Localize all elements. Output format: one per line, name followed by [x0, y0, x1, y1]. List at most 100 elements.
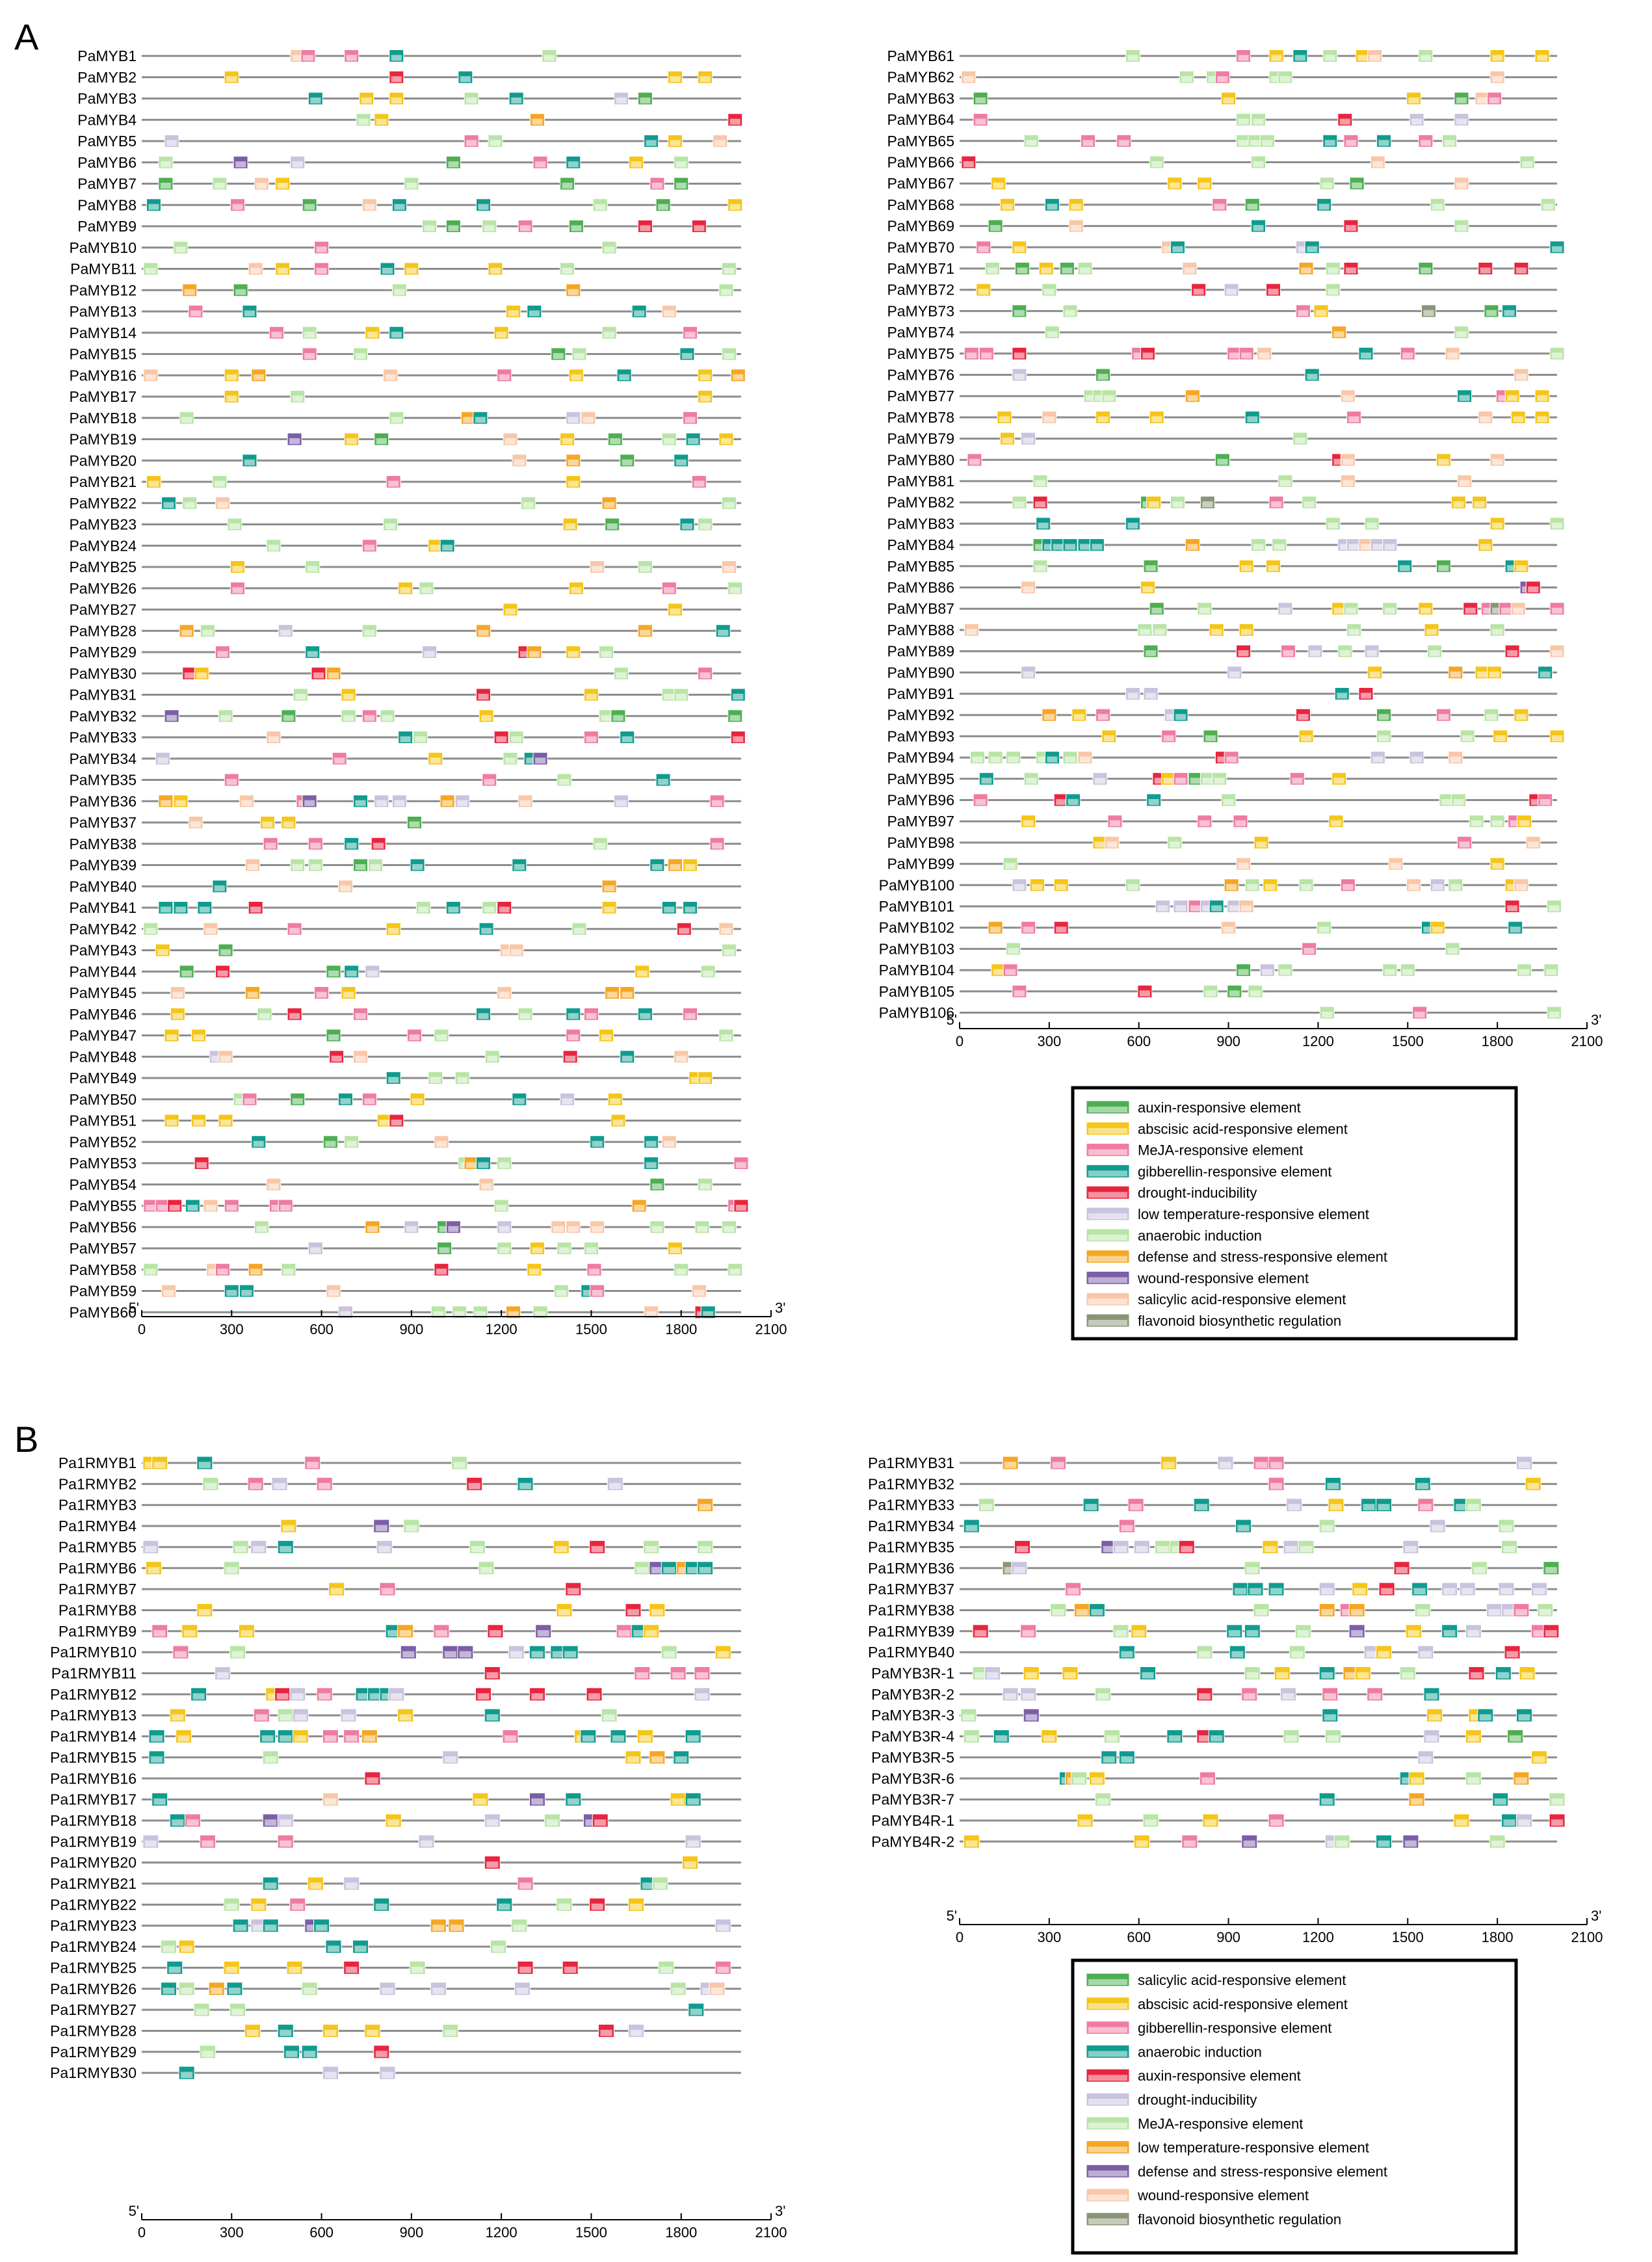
cis-element-highlight — [1533, 1630, 1545, 1637]
cis-element-box — [715, 1919, 731, 1933]
cis-element-box — [473, 1306, 488, 1319]
cis-element-box — [651, 1876, 668, 1891]
gene-row: Pa1RMYB5 — [59, 1538, 741, 1555]
cis-element-highlight — [1408, 97, 1419, 103]
cis-element-box — [683, 411, 698, 425]
cis-element-box — [151, 1793, 168, 1807]
cis-element-highlight — [391, 55, 402, 61]
cis-element-box — [1319, 1006, 1335, 1019]
cis-element-box — [674, 1050, 689, 1064]
cis-element-box — [277, 1813, 294, 1828]
cis-element-box — [973, 92, 988, 105]
cis-element-highlight — [181, 1988, 193, 1994]
cis-element-box — [1012, 304, 1027, 318]
cis-element-highlight — [1369, 671, 1380, 677]
cis-element-box — [1283, 1540, 1300, 1554]
cis-element-box — [341, 709, 356, 723]
cis-element-highlight — [514, 459, 525, 466]
cis-element-highlight — [214, 182, 225, 189]
cis-element-box — [218, 943, 233, 957]
cis-element-highlight — [975, 1630, 987, 1637]
cis-element-highlight — [157, 757, 168, 764]
cis-element-box — [487, 1624, 504, 1638]
cis-element-box — [1337, 113, 1353, 127]
cis-element-box — [730, 369, 746, 382]
cis-element-box — [1263, 878, 1278, 892]
cis-element-box — [1280, 644, 1296, 658]
cis-element-highlight — [1247, 884, 1258, 890]
cis-element-box — [329, 1050, 345, 1064]
cis-element-highlight — [1426, 1693, 1438, 1700]
cis-element-highlight — [1470, 1714, 1482, 1721]
cis-element-highlight — [685, 417, 696, 423]
cis-element-highlight — [1238, 969, 1249, 975]
cis-element-highlight — [1417, 1609, 1429, 1616]
gene-row: Pa1RMYB7 — [59, 1581, 741, 1598]
cis-element-highlight — [487, 1055, 498, 1062]
gene-name: PaMYB98 — [887, 834, 954, 851]
cis-element-box — [715, 624, 731, 638]
cis-element-box — [167, 1199, 183, 1213]
cis-element-box — [1507, 1729, 1524, 1744]
cis-element-highlight — [172, 992, 183, 998]
cis-element-highlight — [1408, 1630, 1420, 1637]
cis-element-highlight — [1184, 267, 1195, 274]
cis-element-highlight — [466, 97, 477, 103]
cis-element-highlight — [1229, 352, 1240, 359]
cis-element-box — [1268, 1582, 1285, 1596]
cis-element-highlight — [1038, 756, 1049, 763]
cis-element-highlight — [148, 1567, 160, 1573]
cis-element-highlight — [1004, 1567, 1017, 1573]
cis-element-highlight — [444, 2029, 456, 2036]
cis-element-highlight — [565, 523, 576, 529]
gene-name: PaMYB59 — [69, 1283, 137, 1300]
gene-name: Pa1RMYB28 — [50, 2022, 137, 2039]
cis-element-box — [649, 1750, 666, 1765]
cis-element-highlight — [1082, 140, 1094, 146]
cis-element-highlight — [1399, 565, 1410, 572]
cis-element-box — [173, 795, 189, 808]
cis-element-highlight — [1552, 246, 1563, 252]
cis-element-box — [397, 1624, 414, 1638]
gene-row: PaMYB56 — [69, 1218, 741, 1235]
cis-element-highlight — [699, 1567, 711, 1573]
cis-element-highlight — [993, 969, 1004, 975]
cis-element-box — [1200, 495, 1215, 509]
gene-row: PaMYB84 — [887, 536, 1558, 553]
legend-item: abscisic acid-responsive element — [1086, 1121, 1348, 1137]
legend-label: drought-inducibility — [1138, 1185, 1257, 1201]
cis-element-highlight — [1474, 501, 1485, 508]
cis-element-box — [304, 1456, 321, 1470]
cis-element-box — [406, 816, 422, 829]
axis-5prime-label: 5' — [129, 1300, 139, 1316]
gene-name: PaMYB47 — [69, 1027, 137, 1044]
cis-element-box — [215, 496, 230, 510]
gene-row: PaMYB69 — [887, 218, 1558, 235]
cis-element-highlight — [1214, 204, 1225, 210]
cis-element-box — [391, 198, 407, 212]
cis-element-highlight — [1229, 905, 1240, 912]
gene-row: Pa1RMYB18 — [50, 1812, 741, 1829]
cis-element-highlight — [556, 1289, 567, 1296]
cis-element-box — [1118, 1519, 1135, 1533]
gene-row: PaMYB92 — [887, 707, 1558, 724]
gene-row: PaMYB70 — [887, 239, 1565, 256]
cis-element-box — [1322, 1687, 1339, 1702]
cis-element-highlight — [1246, 1630, 1259, 1637]
cis-element-highlight — [1276, 1672, 1289, 1679]
cis-element-highlight — [330, 1588, 343, 1595]
cis-element-box — [1549, 241, 1565, 254]
axis-3prime-label: 3' — [775, 2203, 785, 2219]
gene-row: PaMYB99 — [887, 856, 1558, 873]
gene-name: Pa1RMYB39 — [868, 1623, 954, 1640]
cis-element-box — [430, 1306, 446, 1319]
cis-element-box — [1239, 623, 1254, 637]
cis-element-box — [1489, 857, 1505, 871]
cis-element-box — [1012, 495, 1027, 509]
cis-element-box — [502, 1729, 519, 1744]
legend-frame — [1071, 1958, 1518, 2255]
cis-element-highlight — [1459, 395, 1470, 401]
gene-name: PaMYB102 — [879, 919, 954, 936]
cis-element-highlight — [378, 1545, 391, 1553]
